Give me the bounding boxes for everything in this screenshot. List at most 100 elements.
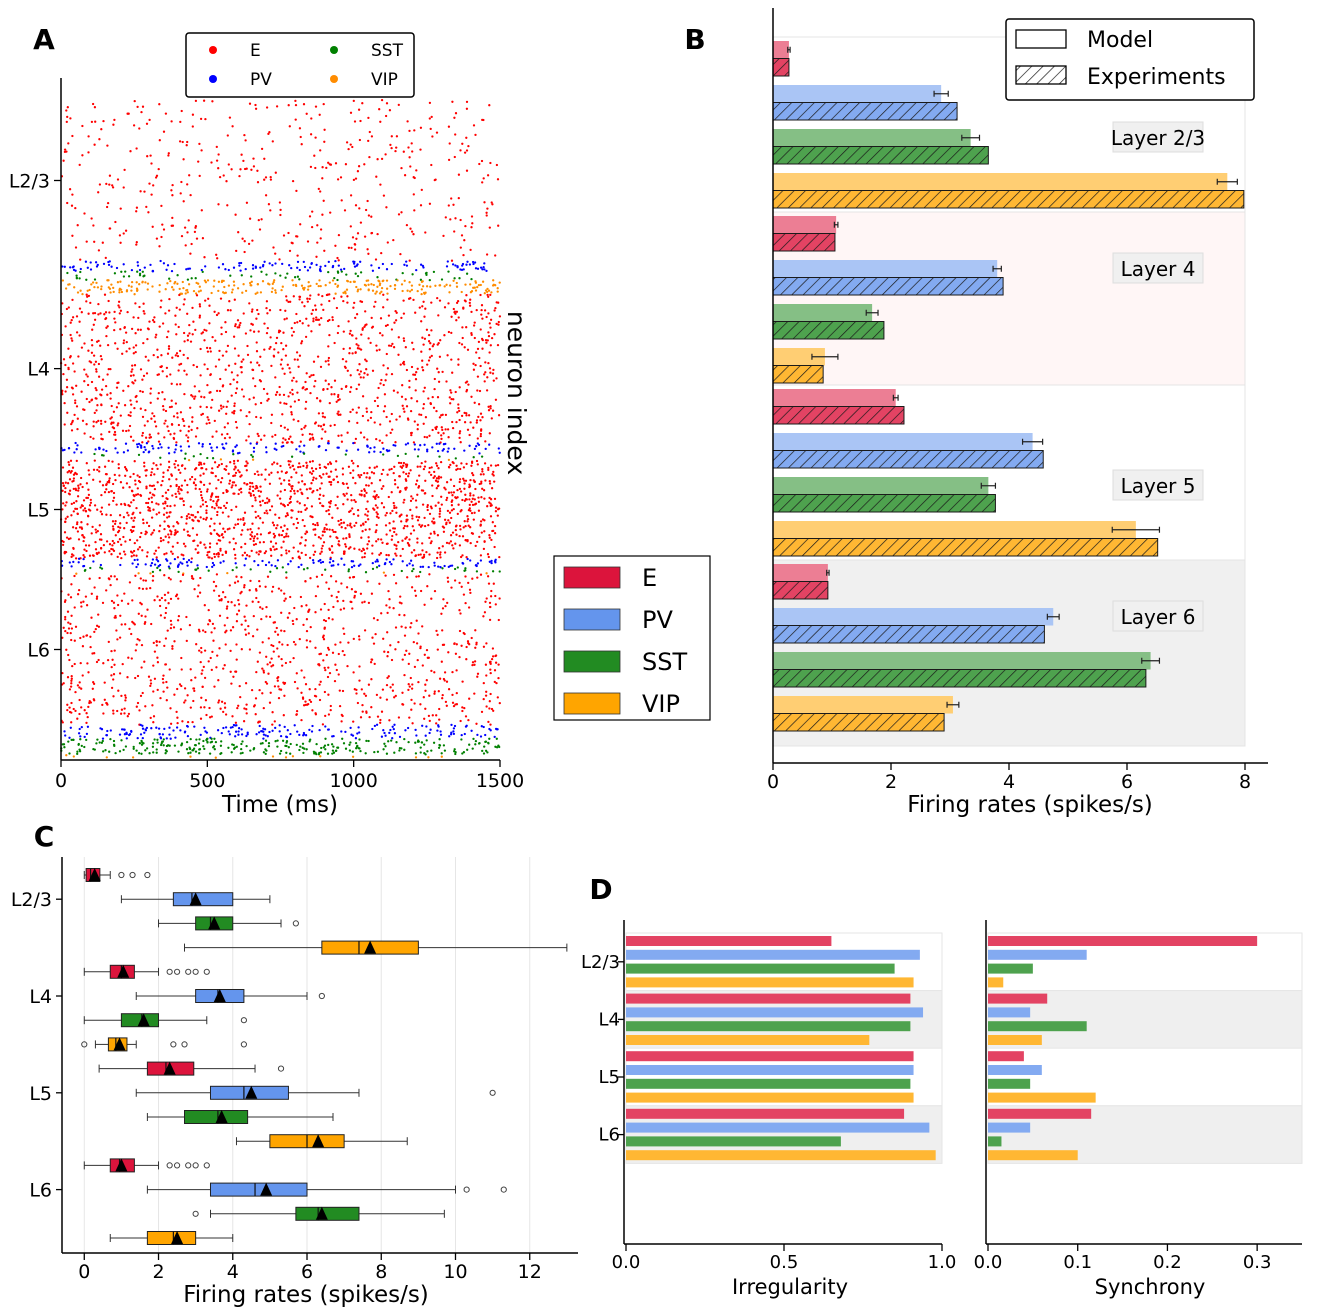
spike-dot — [456, 411, 459, 414]
spike-dot — [464, 381, 468, 384]
spike-dot — [329, 424, 332, 427]
spike-dot — [76, 684, 80, 687]
spike-dot — [132, 346, 135, 349]
spike-dot — [455, 691, 458, 695]
spike-dot — [327, 356, 331, 360]
spike-dot — [461, 554, 464, 557]
spike-dot — [250, 322, 253, 326]
spike-dot — [75, 572, 78, 575]
spike-dot — [104, 420, 107, 423]
spike-dot — [328, 512, 331, 516]
spike-dot — [167, 347, 171, 350]
spike-dot — [333, 393, 336, 396]
spike-dot — [483, 373, 486, 376]
spike-dot — [493, 669, 497, 672]
spike-dot — [473, 321, 476, 324]
spike-dot — [225, 607, 229, 610]
spike-dot — [319, 237, 322, 240]
spike-dot — [75, 384, 78, 387]
spike-dot — [465, 462, 468, 466]
spike-dot — [410, 365, 414, 369]
spike-dot — [385, 415, 388, 419]
spike-dot — [194, 516, 197, 519]
spike-dot — [324, 466, 328, 469]
spike-dot — [240, 533, 243, 536]
spike-dot — [138, 305, 141, 309]
spike-dot — [325, 523, 328, 526]
spike-dot — [350, 499, 353, 502]
spike-dot — [126, 676, 129, 679]
spike-dot — [461, 680, 464, 683]
spike-dot — [194, 435, 198, 438]
spike-dot — [213, 627, 216, 630]
spike-dot — [297, 419, 300, 423]
spike-dot — [369, 661, 373, 664]
spike-dot — [339, 608, 342, 611]
spike-dot — [482, 697, 485, 701]
spike-dot — [304, 407, 307, 410]
spike-dot — [361, 703, 364, 707]
spike-dot — [204, 117, 207, 121]
spike-dot — [207, 623, 210, 626]
spike-dot — [126, 112, 129, 115]
spike-dot — [440, 503, 443, 506]
spike-dot — [233, 468, 236, 471]
spike-dot — [170, 623, 173, 626]
spike-dot — [271, 140, 274, 143]
spike-dot — [431, 520, 434, 523]
spike-dot — [128, 538, 132, 542]
spike-dot — [390, 328, 394, 331]
spike-dot — [88, 554, 92, 557]
spike-dot — [429, 473, 433, 477]
spike-dot — [233, 347, 237, 350]
spike-dot — [488, 482, 492, 485]
spike-dot — [311, 460, 314, 463]
spike-dot — [378, 292, 382, 295]
spike-dot — [268, 500, 271, 503]
spike-dot — [466, 557, 469, 561]
spike-dot — [268, 473, 271, 476]
spike-dot — [202, 517, 205, 521]
spike-dot — [87, 151, 90, 154]
spike-dot — [379, 696, 382, 699]
spike-dot — [70, 555, 73, 559]
spike-dot — [69, 685, 73, 688]
spike-dot — [192, 455, 195, 458]
spike-dot — [355, 337, 358, 340]
spike-dot — [281, 367, 284, 370]
spike-dot — [173, 504, 176, 507]
spike-dot — [270, 290, 274, 294]
spike-dot — [191, 395, 194, 398]
spike-dot — [95, 281, 98, 285]
spike-dot — [321, 530, 325, 533]
spike-dot — [116, 281, 120, 284]
spike-dot — [269, 178, 273, 181]
spike-dot — [179, 429, 182, 432]
spike-dot — [130, 280, 134, 284]
spike-dot — [456, 512, 459, 516]
spike-dot — [458, 432, 461, 435]
spike-dot — [493, 545, 496, 549]
spike-dot — [275, 448, 278, 451]
spike-dot — [111, 525, 115, 528]
spike-dot — [108, 477, 111, 480]
spike-dot — [135, 206, 139, 209]
spike-dot — [363, 235, 367, 238]
spike-dot — [119, 712, 123, 715]
spike-dot — [328, 475, 331, 478]
spike-dot — [486, 339, 489, 342]
spike-dot — [186, 140, 189, 144]
spike-dot — [82, 499, 86, 502]
spike-dot — [371, 544, 374, 547]
spike-dot — [139, 511, 142, 514]
spike-dot — [243, 615, 246, 618]
spike-dot — [299, 440, 302, 443]
spike-dot — [424, 231, 427, 234]
spike-dot — [292, 418, 295, 421]
spike-dot — [113, 272, 117, 275]
spike-dot — [388, 449, 391, 452]
spike-dot — [486, 207, 489, 210]
spike-dot — [465, 658, 468, 661]
spike-dot — [210, 291, 213, 295]
spike-dot — [461, 561, 464, 565]
